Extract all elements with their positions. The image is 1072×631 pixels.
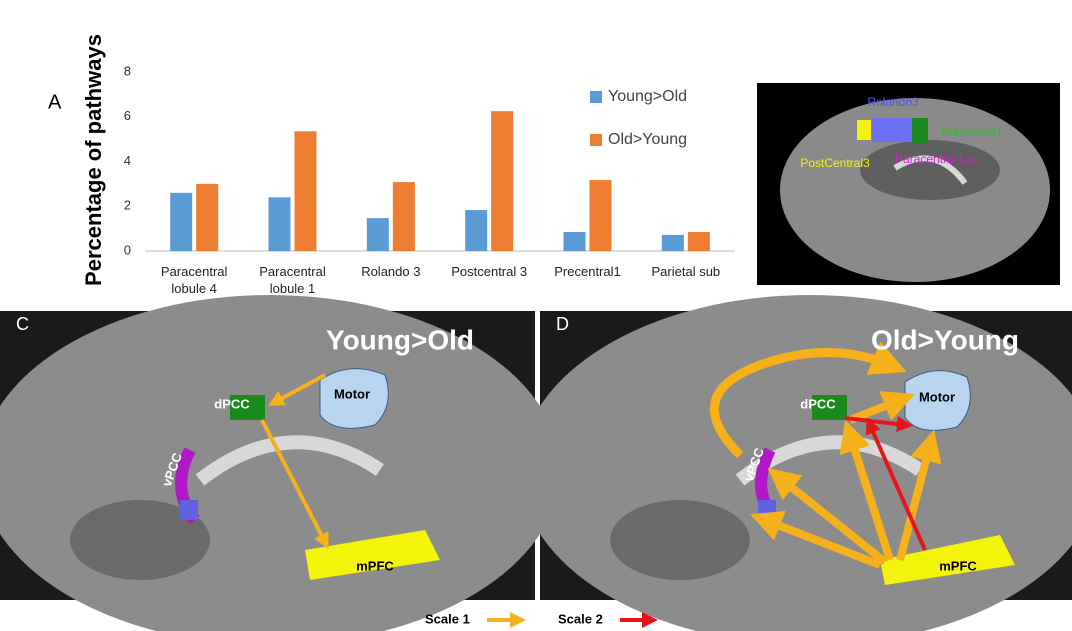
figure-canvas: A Percentage of pathways Rolando3 Precen… [0, 0, 1072, 631]
y-tick-label: 4 [124, 153, 131, 168]
region-label: PostCentral3 [800, 156, 870, 170]
y-axis-label: Percentage of pathways [81, 34, 106, 286]
panel-title: Young>Old [326, 324, 474, 355]
bar [590, 180, 612, 251]
figure: A Percentage of pathways Rolando3 Precen… [0, 0, 1072, 631]
bar [465, 210, 487, 251]
legend-label: Young>Old [608, 88, 687, 105]
brain-fold [860, 140, 1000, 200]
bar [564, 232, 586, 251]
panel-label: A [48, 91, 62, 113]
y-tick-label: 0 [124, 242, 131, 257]
bar [269, 197, 291, 251]
bar [367, 218, 389, 251]
panel-title: Old>Young [871, 324, 1019, 355]
region [872, 118, 912, 142]
x-tick-label: Postcentral 3 [439, 263, 539, 280]
region-label: Precentral1 [941, 125, 1003, 139]
region-label: dPCC [800, 396, 836, 411]
panel-d: D Old>Young dPCC Motor vPCC mPFC [520, 295, 1072, 631]
panel-label: B [768, 87, 780, 107]
x-tick-label: Precentral1 [538, 263, 638, 280]
panel-label: C [16, 314, 29, 334]
x-tick-label: Rolando 3 [341, 263, 441, 280]
region [912, 118, 928, 144]
region-label: dPCC [214, 396, 250, 411]
region-label: mPFC [356, 558, 394, 573]
legend-swatch [590, 134, 602, 146]
x-tick-label: Parietal sub [636, 263, 736, 280]
panel-label: D [556, 314, 569, 334]
x-tick-label: Paracentral lobule 1 [243, 263, 343, 297]
bar [662, 235, 684, 251]
y-tick-label: 2 [124, 198, 131, 213]
scale-label: Scale 1 [425, 611, 470, 626]
region-label: Rolando3 [867, 95, 919, 109]
panel-c: C Young>Old dPCC Motor vPCC mPFC [0, 295, 560, 631]
region [857, 120, 871, 140]
bar [196, 184, 218, 251]
scale-label: Scale 2 [558, 611, 603, 626]
y-tick-label: 6 [124, 108, 131, 123]
legend-swatch [590, 91, 602, 103]
bar [295, 131, 317, 251]
legend-label: Old>Young [608, 131, 687, 148]
region-label: Paracentral L1c [895, 152, 979, 166]
bar [170, 193, 192, 251]
x-tick-label: Paracentral lobule 4 [144, 263, 244, 297]
bar [393, 182, 415, 251]
region-label: Motor [919, 389, 955, 404]
region-label: mPFC [939, 558, 977, 573]
cerebellum [610, 500, 750, 580]
bar [491, 111, 513, 251]
y-tick-label: 8 [124, 63, 131, 78]
panel-b: Rolando3 Precentral1 PostCentral3 Parace… [757, 83, 1060, 285]
region-label: Motor [334, 386, 370, 401]
bar [688, 232, 710, 251]
region [180, 500, 198, 520]
